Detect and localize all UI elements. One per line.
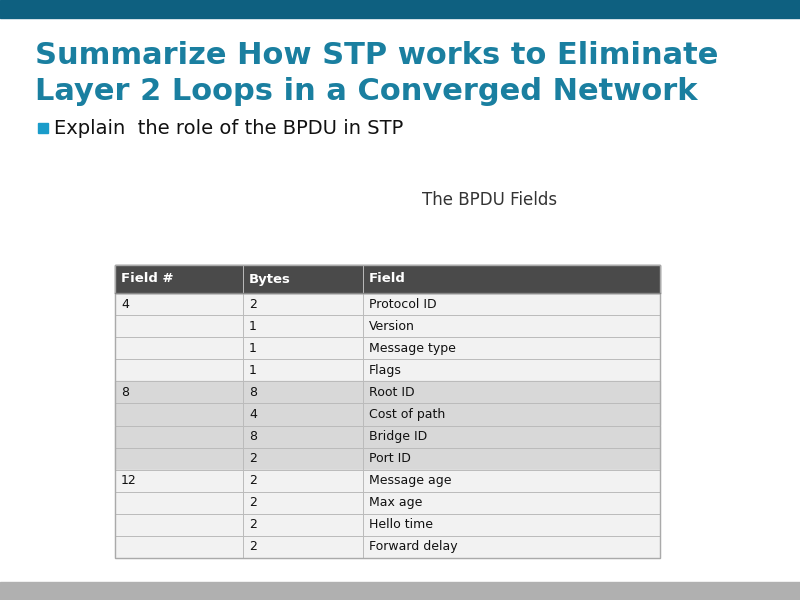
Bar: [115, 382, 660, 403]
Text: Port ID: Port ID: [369, 452, 411, 465]
Text: 1: 1: [249, 342, 257, 355]
Bar: [115, 359, 660, 382]
Bar: [38, 123, 48, 133]
Text: 4: 4: [121, 298, 129, 311]
Text: 2: 2: [249, 541, 257, 553]
Text: Bytes: Bytes: [249, 272, 291, 286]
Text: 2: 2: [249, 518, 257, 532]
Text: 8: 8: [121, 386, 129, 399]
Text: Message type: Message type: [369, 342, 456, 355]
Text: 1: 1: [249, 364, 257, 377]
Text: Cisco Public: Cisco Public: [355, 586, 405, 595]
Text: Bridge ID: Bridge ID: [369, 430, 427, 443]
Text: Max age: Max age: [369, 496, 422, 509]
Text: 2: 2: [249, 496, 257, 509]
Bar: [0, 582, 800, 600]
Bar: [115, 514, 660, 536]
Bar: [115, 448, 660, 470]
Text: 8: 8: [249, 386, 257, 399]
Text: 4: 4: [249, 408, 257, 421]
Bar: [115, 293, 660, 315]
Bar: [115, 403, 660, 425]
Text: Flags: Flags: [369, 364, 402, 377]
Text: ©2006 Cisco Systems, Inc. All rights reserved.: ©2006 Cisco Systems, Inc. All rights res…: [35, 586, 230, 595]
Text: 1: 1: [249, 320, 257, 332]
Bar: [0, 0, 800, 18]
Text: Forward delay: Forward delay: [369, 541, 458, 553]
Bar: [115, 265, 660, 293]
Text: Root ID: Root ID: [369, 386, 414, 399]
Text: Cost of path: Cost of path: [369, 408, 446, 421]
Text: Protocol ID: Protocol ID: [369, 298, 437, 311]
Text: 8: 8: [249, 430, 257, 443]
Text: 7: 7: [769, 585, 775, 595]
Bar: [115, 265, 660, 558]
Bar: [115, 425, 660, 448]
Text: Field #: Field #: [121, 272, 174, 286]
Bar: [115, 337, 660, 359]
Text: Message age: Message age: [369, 474, 451, 487]
Text: Layer 2 Loops in a Converged Network: Layer 2 Loops in a Converged Network: [35, 77, 698, 107]
Text: Version: Version: [369, 320, 415, 332]
Text: 2: 2: [249, 298, 257, 311]
Text: Explain  the role of the BPDU in STP: Explain the role of the BPDU in STP: [54, 118, 403, 137]
Bar: [115, 492, 660, 514]
Text: Summarize How STP works to Eliminate: Summarize How STP works to Eliminate: [35, 40, 718, 70]
Bar: [115, 315, 660, 337]
Text: 12: 12: [121, 474, 137, 487]
Text: 2: 2: [249, 452, 257, 465]
Text: 2: 2: [249, 474, 257, 487]
Text: The BPDU Fields: The BPDU Fields: [422, 191, 558, 209]
Text: Field: Field: [369, 272, 406, 286]
Bar: [115, 536, 660, 558]
Text: Hello time: Hello time: [369, 518, 433, 532]
Bar: [115, 470, 660, 492]
